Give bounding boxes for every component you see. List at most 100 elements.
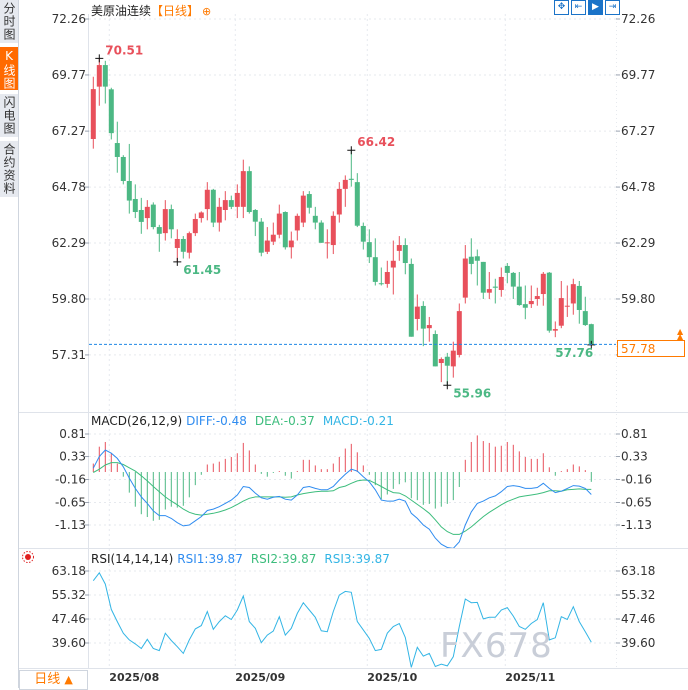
rsi-line-group xyxy=(92,571,592,668)
candle-body xyxy=(222,200,228,210)
price-tick-right: 59.80 xyxy=(621,292,655,306)
high-price-label: 66.42 xyxy=(357,135,395,149)
candle xyxy=(312,206,318,230)
macd-tick-right: -1.13 xyxy=(621,518,652,532)
candle xyxy=(534,287,540,306)
sidebar-tab-2[interactable]: 闪电图 xyxy=(0,94,18,139)
candle xyxy=(258,218,264,257)
sidebar-tab-1[interactable]: K线图 xyxy=(0,47,18,92)
candle xyxy=(156,224,162,252)
candle-body xyxy=(396,245,402,251)
candle xyxy=(318,220,324,243)
candle xyxy=(480,261,486,299)
macd-lines xyxy=(92,449,592,549)
crosshair-move-icon[interactable]: ✥ xyxy=(554,0,569,15)
add-indicator-icon[interactable]: ⊕ xyxy=(202,5,212,18)
high-price-label: 70.51 xyxy=(105,43,143,57)
rsi-label: RSI(14,14,14) xyxy=(91,552,173,566)
candle-body xyxy=(108,89,114,134)
candle-body xyxy=(546,272,552,331)
candle-body xyxy=(444,356,450,366)
low-price-label: 55.96 xyxy=(453,386,491,400)
rsi-tick-right: 47.46 xyxy=(621,612,655,626)
candle-body xyxy=(216,206,222,223)
price-tick-right: 62.29 xyxy=(621,236,655,250)
macd-histogram xyxy=(92,435,592,521)
candle-body xyxy=(288,240,294,248)
candle-body xyxy=(228,200,234,207)
candle xyxy=(576,281,582,324)
candle xyxy=(336,182,342,223)
candle xyxy=(360,222,366,250)
candle xyxy=(372,238,378,286)
candle-body xyxy=(246,171,252,213)
rsi-tick-left: 55.32 xyxy=(52,588,86,602)
candle-body xyxy=(186,233,192,253)
candle-body xyxy=(366,242,372,258)
candle xyxy=(354,173,360,228)
rsi-axis: 63.18 63.18 55.32 55.32 47.46 47.46 39.60 39.60 xyxy=(52,564,656,650)
price-axis: 72.26 72.26 69.77 69.77 67.27 67.27 64.78 64.78… xyxy=(52,12,656,362)
candle xyxy=(114,121,120,173)
rsi-tick-right: 55.32 xyxy=(621,588,655,602)
extreme-marker xyxy=(443,381,452,390)
candle xyxy=(558,281,564,329)
scroll-right-icon[interactable]: ⇥ xyxy=(605,0,620,15)
sidebar-tab-label: 分时图 xyxy=(2,2,16,41)
rsi2-legend: RSI2:39.87 xyxy=(251,552,317,566)
candle xyxy=(510,272,516,299)
candle xyxy=(522,285,528,320)
candle-body xyxy=(474,256,480,261)
candle xyxy=(348,150,354,187)
candle-body xyxy=(264,240,270,252)
candle xyxy=(108,87,114,140)
period-select-button[interactable]: 日线 ▲ xyxy=(19,670,88,690)
grid-lines xyxy=(88,14,617,668)
candle xyxy=(414,294,420,331)
candle-body xyxy=(354,182,360,226)
candle xyxy=(330,211,336,255)
candle-body xyxy=(558,298,564,326)
candle xyxy=(492,278,498,304)
candle xyxy=(270,222,276,246)
candle-body xyxy=(156,227,162,234)
candle-body xyxy=(90,89,96,139)
candle xyxy=(540,272,546,306)
candle-body xyxy=(426,325,432,329)
chart-header: 美原油连续【日线】 ⊕ xyxy=(91,2,211,19)
macd-legend: MACD:-0.21 xyxy=(323,414,394,428)
candle-body xyxy=(414,306,420,319)
candle xyxy=(186,231,192,259)
price-tick-left: 59.80 xyxy=(52,292,86,306)
candle-body xyxy=(132,198,138,213)
indicator-settings-icon[interactable] xyxy=(22,551,34,563)
extreme-marker xyxy=(347,146,356,155)
candle xyxy=(426,316,432,342)
play-step-icon[interactable]: ▶ xyxy=(588,0,603,15)
price-tick-right: 67.27 xyxy=(621,124,655,138)
candle-body xyxy=(384,272,390,284)
candle xyxy=(498,267,504,297)
candle xyxy=(432,330,438,367)
candle xyxy=(102,60,108,104)
candle-body xyxy=(360,225,366,242)
sidebar-tab-0[interactable]: 分时图 xyxy=(0,0,18,45)
sidebar-tab-3[interactable]: 合约资料 xyxy=(0,141,18,199)
candle xyxy=(228,195,234,210)
zoom-range-icon[interactable]: ⇤ xyxy=(571,0,586,15)
candle xyxy=(240,159,246,219)
candle-body xyxy=(180,238,186,252)
candle-body xyxy=(510,272,516,287)
candle xyxy=(516,272,522,306)
candle-body xyxy=(120,156,126,182)
candle xyxy=(120,155,126,185)
price-annotations: 70.51 61.45 66.42 55.96 57.76 xyxy=(95,43,596,400)
candle-body xyxy=(240,171,246,207)
expand-up-icon[interactable]: ▲ ▲ xyxy=(677,327,684,341)
macd-tick-right: 0.81 xyxy=(621,427,648,441)
rsi-title: RSI(14,14,14) RSI1:39.87 RSI2:39.87 RSI3:39… xyxy=(91,552,390,566)
candle xyxy=(396,236,402,261)
candle xyxy=(390,240,396,295)
candle xyxy=(546,272,552,333)
